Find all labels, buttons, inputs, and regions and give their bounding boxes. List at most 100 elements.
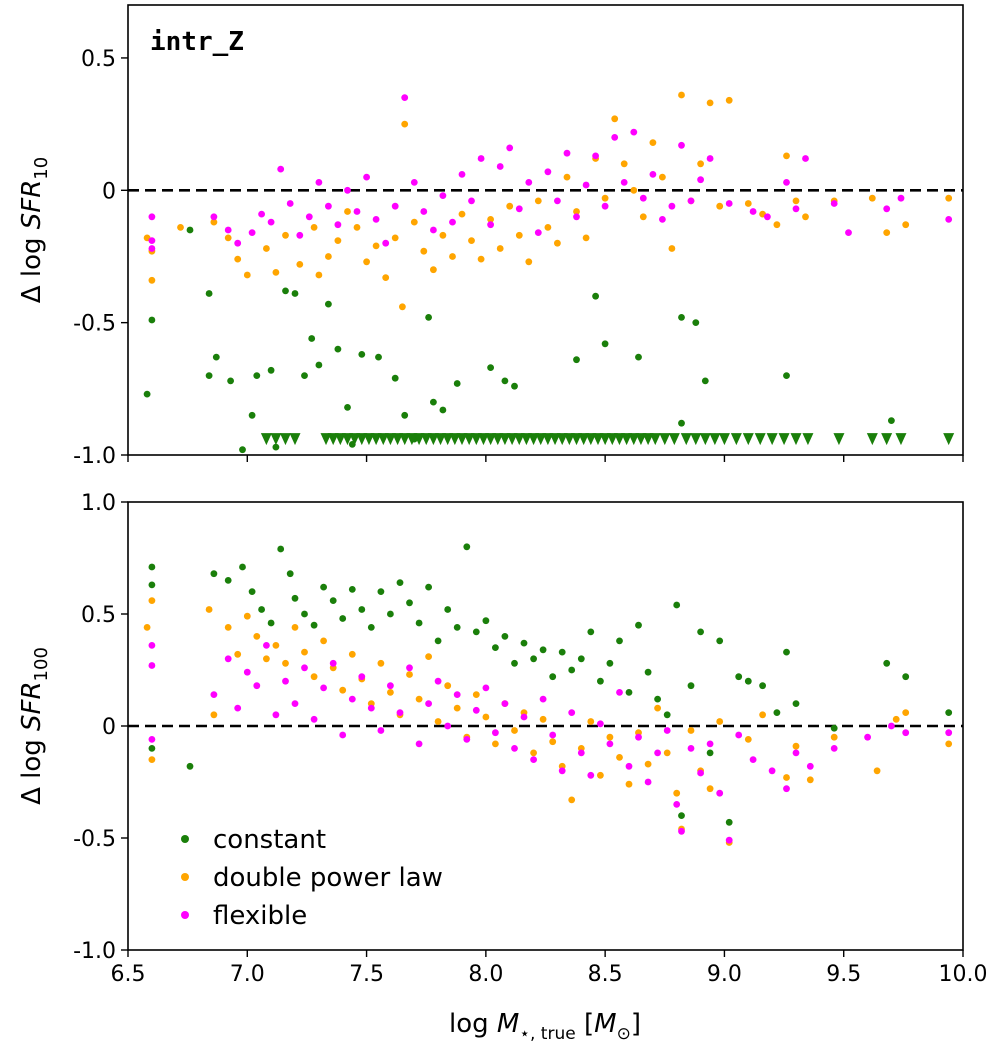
top-point-double-power-law [449,253,456,260]
bottom-point-constant [673,601,681,609]
legend-marker-flexible [181,911,189,919]
bottom-point-flexible [425,700,432,707]
top-point-flexible [792,205,800,213]
upper-limit-marker [320,433,332,446]
legend-label-flexible: flexible [213,901,307,931]
upper-limit-marker [341,433,353,446]
top-point-constant [701,377,709,385]
bottom-point-constant [744,677,752,685]
bottom-point-flexible [616,689,623,696]
upper-limit-marker [542,433,554,446]
bottom-point-double-power-law [143,624,151,631]
bottom-point-flexible [434,677,442,685]
upper-limit-marker [599,433,611,446]
bottom-point-constant [687,682,695,690]
bottom-point-flexible [358,673,366,681]
bottom-point-constant [186,762,194,770]
top-point-flexible [749,208,757,215]
bottom-point-flexible [644,778,652,786]
upper-limit-marker [766,433,778,446]
upper-limit-marker [833,433,845,446]
upper-limit-marker [778,433,790,446]
top-point-flexible [783,179,790,186]
upper-limit-marker [528,433,540,446]
legend-label-double-power-law: double power law [213,863,443,893]
bottom-point-double-power-law [444,682,452,690]
top-point-flexible [410,179,418,186]
top-point-double-power-law [525,258,533,266]
bottom-point-constant [482,617,490,625]
upper-limit-marker [279,433,291,446]
bottom-point-double-power-law [568,796,576,804]
bottom-point-constant [224,577,232,584]
upper-limit-marker [699,433,711,446]
bottom-point-flexible [444,722,452,730]
bottom-point-flexible [243,668,251,676]
bottom-point-double-power-law [348,650,356,658]
top-point-flexible [148,213,156,221]
bottom-point-double-power-law [301,648,308,656]
upper-limit-marker [549,433,561,446]
bottom-point-constant [239,563,246,571]
top-point-double-power-law [659,173,666,181]
top-point-constant [315,361,323,369]
upper-limit-marker [802,433,814,446]
bottom-point-double-power-law [425,653,432,660]
upper-limit-marker [592,433,604,446]
bottom-point-double-power-law [539,715,547,723]
top-point-double-power-law [573,208,580,215]
bottom-point-constant [387,610,394,618]
bottom-point-constant [568,666,576,674]
top-point-constant [239,446,246,454]
top-point-double-power-law [399,303,406,311]
bottom-point-constant [415,619,423,627]
top-point-flexible [601,202,609,210]
top-point-double-power-law [668,245,676,252]
bottom-point-flexible [735,731,743,739]
bottom-point-constant [644,668,652,676]
bottom-point-constant [258,606,265,613]
bottom-point-flexible [472,706,480,714]
bottom-point-constant [549,673,557,681]
top-point-flexible [496,163,504,170]
bottom-point-constant [434,637,442,645]
upper-limit-marker [578,433,590,446]
top-point-constant [253,372,261,379]
top-point-double-power-law [554,239,561,247]
x-axis-label: log M⋆, true [M⊙] [449,1009,641,1044]
bottom-panel: 1.0 0.5 0 -0.5 -1.06.5 7.0 7.5 8.0 8.5 9.0 9.5 10.0… [17,491,987,1044]
bottom-point-double-power-law [616,754,623,761]
bottom-point-flexible [749,756,757,763]
top-point-flexible [315,179,323,186]
top-point-flexible [148,245,156,252]
top-axis-ticks: 0.5 0 -0.5 -1.0 [73,47,964,469]
upper-limit-marker [327,433,339,446]
bottom-point-flexible [678,827,685,835]
top-point-double-power-law [391,234,399,242]
upper-limit-marker [349,433,361,446]
bottom-point-double-power-law [148,756,156,763]
upper-limit-marker [535,433,547,446]
xtick-label: 8.0 [468,962,503,987]
upper-limit-marker [668,433,680,446]
top-point-constant [375,353,382,361]
bottom-point-flexible [387,682,394,690]
bottom-point-flexible [367,704,375,712]
bottom-point-constant [725,818,733,826]
bottom-point-flexible [725,836,733,844]
bottom-point-constant [945,709,953,716]
upper-limit-marker [384,433,396,446]
bottom-scatter-points [128,543,963,846]
bottom-point-constant [277,545,285,553]
upper-limit-marker [613,433,625,446]
bottom-point-double-power-law [377,659,385,667]
top-point-flexible [582,181,590,189]
top-point-double-power-law [563,173,571,181]
bottom-point-flexible [148,662,156,669]
bottom-point-flexible [888,722,895,730]
panel-tag: intr_Z [150,27,244,57]
bottom-point-double-power-law [744,736,752,743]
bottom-point-constant [678,812,685,819]
upper-limit-marker [499,433,511,446]
top-point-flexible [267,218,275,226]
